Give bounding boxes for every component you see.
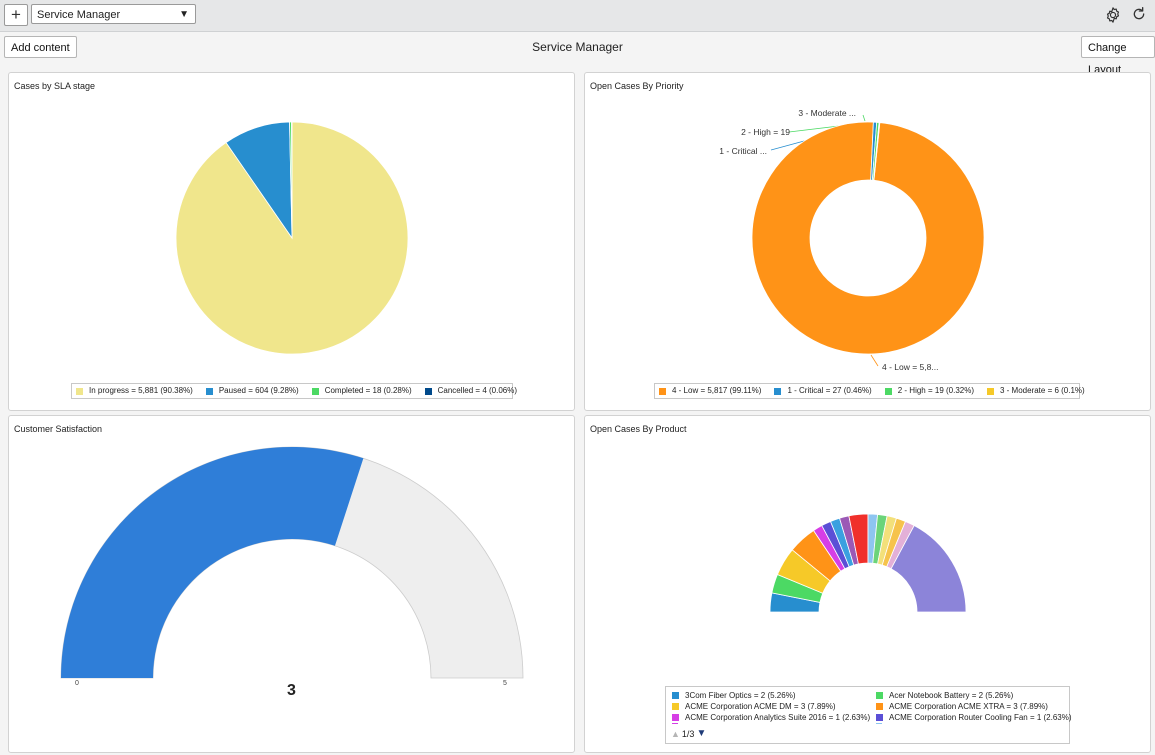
change-layout-button[interactable]: Change Layout [1081, 36, 1155, 76]
refresh-icon[interactable] [1131, 6, 1147, 22]
gauge-min-label: 0 [75, 680, 79, 687]
legend-swatch [672, 714, 679, 721]
legend-label: 2 - High = 19 (0.32%) [897, 386, 974, 395]
legend-label: ACME Corporation Analytics Suite 2016 = … [685, 713, 871, 722]
legend-label: In progress = 5,881 (90.38%) [89, 386, 193, 395]
gauge-fill [61, 447, 364, 678]
gear-icon[interactable] [1104, 6, 1122, 24]
gauge-value: 3 [287, 682, 296, 699]
legend-swatch [672, 703, 679, 710]
widget-cases-by-sla-stage: Cases by SLA stage In progress = 5,881 (… [8, 72, 575, 411]
sla-pie-chart [175, 121, 409, 355]
widget-title: Open Cases By Product [590, 424, 687, 434]
page-indicator: 1/3 [681, 728, 695, 739]
legend-item-acer-notebook-battery[interactable]: Acer Notebook Battery = 2 (5.26%) [876, 691, 1013, 700]
legend-label: Cancelled = 4 (0.06%) [437, 386, 518, 395]
legend-item-acme-xtra[interactable]: ACME Corporation ACME XTRA = 3 (7.89%) [876, 702, 1048, 711]
legend-swatch [76, 387, 83, 395]
legend-label: ACME Corporation ACME XTRA = 3 (7.89%) [889, 702, 1048, 711]
priority-donut-chart: 3 - Moderate ... 2 - High = 19 1 - Criti… [719, 108, 985, 372]
legend-label: Acer Notebook Battery = 2 (5.26%) [889, 691, 1014, 700]
gauge-max-label: 5 [503, 680, 507, 687]
widget-customer-satisfaction: Customer Satisfaction 0 5 3 [8, 415, 575, 753]
legend-label: 1 - Critical = 27 (0.46%) [787, 386, 872, 395]
legend-label: ACME Corporation Router Cooling Fan = 1 … [889, 713, 1072, 722]
callout-low: 4 - Low = 5,8... [882, 362, 938, 372]
legend-swatch [659, 387, 666, 395]
legend-item-acme-router-fan[interactable]: ACME Corporation Router Cooling Fan = 1 … [876, 713, 1072, 722]
product-legend: 3Com Fiber Optics = 2 (5.26%) Acer Noteb… [665, 686, 1072, 744]
legend-swatch [774, 387, 782, 395]
legend-item-paused[interactable]: Paused = 604 (9.28%) [205, 384, 299, 398]
legend-item-in-progress[interactable]: In progress = 5,881 (90.38%) [76, 384, 193, 398]
priority-slice-0[interactable] [751, 121, 985, 355]
add-dashboard-button[interactable]: + [4, 4, 28, 26]
legend-swatch [987, 387, 994, 395]
satisfaction-gauge [60, 446, 524, 679]
widget-title: Customer Satisfaction [14, 424, 103, 434]
legend-item-high[interactable]: 2 - High = 19 (0.32%) [884, 384, 974, 398]
legend-item-low[interactable]: 4 - Low = 5,817 (99.11%) [659, 384, 761, 398]
legend-overflow-marker [672, 723, 678, 724]
add-content-button[interactable]: Add content [4, 36, 77, 58]
legend-item-acme-analytics-suite[interactable]: ACME Corporation Analytics Suite 2016 = … [672, 713, 870, 722]
priority-slice-3[interactable] [873, 122, 881, 181]
legend-item-completed[interactable]: Completed = 18 (0.28%) [311, 384, 412, 398]
widget-title: Open Cases By Priority [590, 81, 684, 91]
legend-swatch [205, 387, 213, 395]
legend-swatch [876, 703, 883, 710]
dropdown-arrow-icon: ▼ [179, 9, 189, 20]
next-page-icon[interactable]: ▼ [696, 728, 707, 739]
dashboard-selector[interactable]: Service Manager ▼ [31, 4, 196, 24]
priority-legend: 4 - Low = 5,817 (99.11%) 1 - Critical = … [654, 383, 1085, 399]
widget-title: Cases by SLA stage [14, 81, 96, 91]
legend-label: 3 - Moderate = 6 (0.1%) [1000, 386, 1085, 395]
legend-pager: ▲ 1/3 ▼ [671, 728, 706, 739]
product-slice-14[interactable] [890, 525, 967, 613]
callout-high: 2 - High = 19 [741, 127, 790, 137]
page-title: Service Manager [532, 40, 623, 54]
legend-item-acme-dm[interactable]: ACME Corporation ACME DM = 3 (7.89%) [672, 702, 836, 711]
legend-overflow-marker [876, 723, 882, 724]
sla-legend: In progress = 5,881 (90.38%) Paused = 60… [71, 383, 517, 399]
legend-label: Paused = 604 (9.28%) [218, 386, 299, 395]
legend-label: Completed = 18 (0.28%) [324, 386, 412, 395]
dashboard-selector-value: Service Manager [37, 9, 121, 21]
callout-moderate: 3 - Moderate ... [798, 108, 856, 118]
legend-swatch [884, 387, 892, 395]
legend-item-3com-fiber-optics[interactable]: 3Com Fiber Optics = 2 (5.26%) [672, 691, 795, 700]
legend-swatch [672, 692, 679, 699]
widget-open-cases-by-product: Open Cases By Product 3Com Fiber Optics … [584, 415, 1151, 753]
prev-page-icon[interactable]: ▲ [671, 728, 680, 739]
legend-swatch [311, 387, 319, 395]
product-semi-donut-chart [769, 513, 967, 613]
legend-swatch [424, 387, 432, 395]
widget-open-cases-by-priority: Open Cases By Priority 3 - Moderate ... … [584, 72, 1151, 411]
legend-label: 3Com Fiber Optics = 2 (5.26%) [685, 691, 796, 700]
legend-item-moderate[interactable]: 3 - Moderate = 6 (0.1%) [987, 384, 1085, 398]
legend-item-critical[interactable]: 1 - Critical = 27 (0.46%) [774, 384, 872, 398]
legend-label: ACME Corporation ACME DM = 3 (7.89%) [685, 702, 836, 711]
dashboard-toolbar: + Service Manager ▼ [0, 0, 1155, 32]
legend-item-cancelled[interactable]: Cancelled = 4 (0.06%) [424, 384, 518, 398]
callout-critical: 1 - Critical ... [719, 146, 767, 156]
legend-swatch [876, 714, 883, 721]
legend-label: 4 - Low = 5,817 (99.11%) [672, 386, 762, 395]
legend-swatch [876, 692, 883, 699]
